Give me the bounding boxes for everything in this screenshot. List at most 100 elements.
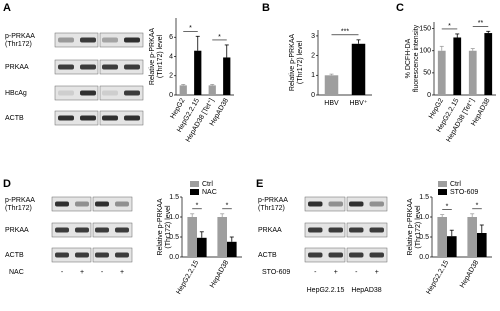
blot-band — [75, 252, 89, 258]
legend-label: Ctrl — [450, 181, 461, 188]
y-axis-label: Relative p-PRKAA — [157, 198, 164, 256]
y-axis-label: (Thr172) level — [297, 40, 304, 84]
bar — [217, 217, 227, 257]
y-tick-label: 0 — [169, 92, 173, 99]
blot-band — [58, 115, 74, 121]
treatment-sign: - — [355, 269, 358, 276]
blot-frame — [304, 222, 346, 238]
y-axis-label: (Thr172) level — [157, 34, 164, 78]
panel-letter: C — [396, 2, 404, 14]
x-tick-label: HBV⁺ — [349, 100, 367, 107]
treatment-sign: + — [80, 269, 84, 276]
bar — [453, 37, 462, 95]
blot-band — [55, 227, 69, 233]
y-tick-label: 2 — [311, 52, 315, 59]
blot-frame — [92, 222, 133, 238]
panel-letter: B — [262, 2, 270, 14]
treatment-sign: + — [334, 269, 338, 276]
y-axis-label: % DCFH-DA — [405, 38, 412, 78]
treatment-sign: + — [120, 269, 124, 276]
legend-swatch — [438, 181, 447, 187]
y-tick-label: 4 — [169, 53, 173, 60]
blot-band — [55, 252, 69, 258]
blot-frame — [54, 110, 99, 126]
bar — [227, 241, 237, 257]
y-tick-label: 50 — [423, 70, 431, 77]
significance-label: * — [218, 34, 221, 41]
blot-band — [124, 90, 140, 96]
bar — [484, 33, 493, 95]
blot-frame — [346, 247, 388, 263]
y-tick-label: 1 — [311, 72, 315, 79]
blot-frame — [92, 247, 133, 263]
blot-row-label: (Thr172) — [258, 205, 285, 212]
treatment-label: NAC — [9, 269, 24, 276]
blot-band — [75, 227, 89, 233]
blot-frame — [99, 110, 144, 126]
blot-band — [328, 227, 343, 233]
y-axis-label: Relative p-PRKAA — [407, 198, 414, 256]
y-tick-label: 0.5 — [419, 234, 429, 241]
blot-frame — [304, 247, 346, 263]
blot-frame — [54, 85, 99, 101]
bar — [194, 50, 202, 95]
treatment-sign: + — [375, 269, 379, 276]
blot-row-label: p-PRKAA — [258, 197, 288, 204]
significance-label: * — [196, 203, 199, 210]
panel-letter: D — [3, 178, 11, 190]
bar — [447, 236, 457, 257]
blot-band — [102, 90, 118, 96]
legend-swatch — [190, 189, 199, 195]
group-label: HepG2.2.15 — [307, 287, 345, 294]
x-tick-label: HepG2.2.15 — [175, 259, 200, 295]
blot-band — [328, 201, 343, 207]
blot-band — [328, 252, 343, 258]
blot-row-label: PRKAA — [258, 227, 282, 234]
y-tick-label: 100 — [419, 48, 431, 55]
treatment-label: STO-609 — [262, 269, 290, 276]
blot-band — [124, 115, 140, 121]
blot-row-label: ACTB — [258, 252, 277, 259]
blot-band — [102, 37, 118, 43]
significance-label: * — [446, 203, 449, 210]
legend-swatch — [438, 189, 447, 195]
blot-band — [124, 64, 140, 70]
bar — [187, 217, 197, 257]
blot-row-label: PRKAA — [5, 227, 29, 234]
blot-row-label: ACTB — [5, 252, 24, 259]
y-axis-label: (Thr172) level — [415, 205, 422, 249]
y-axis-label: Relative p-PRKAA — [149, 28, 156, 86]
y-tick-label: 3 — [311, 33, 315, 40]
blot-frame — [99, 59, 144, 75]
blot-band — [115, 227, 129, 233]
blot-band — [58, 64, 74, 70]
blot-band — [124, 37, 140, 43]
blot-row-label: p-PRKAA — [5, 33, 35, 40]
blot-row-label: HBcAg — [5, 90, 27, 97]
blot-frame — [346, 196, 388, 212]
blot-band — [115, 201, 129, 207]
blot-band — [102, 115, 118, 121]
blot-row-label: p-PRKAA — [5, 197, 35, 204]
blot-frame — [54, 59, 99, 75]
blot-band — [58, 37, 74, 43]
blot-band — [55, 201, 69, 207]
y-tick-label: 150 — [419, 25, 431, 32]
y-tick-label: 0.0 — [419, 254, 429, 261]
blot-band — [308, 252, 323, 258]
blot-frame — [99, 85, 144, 101]
legend-label: STO-609 — [450, 189, 478, 196]
x-tick-label: HepG2.2.15 — [425, 259, 450, 295]
blot-band — [80, 90, 96, 96]
bar — [351, 43, 366, 95]
blot-band — [95, 227, 109, 233]
treatment-sign: - — [101, 269, 104, 276]
bar — [468, 50, 477, 95]
blot-band — [58, 90, 74, 96]
blot-frame — [99, 32, 144, 48]
y-tick-label: 1.5 — [419, 194, 429, 201]
y-tick-label: 0 — [311, 92, 315, 99]
blot-row-label: PRKAA — [5, 64, 29, 71]
blot-frame — [51, 196, 92, 212]
